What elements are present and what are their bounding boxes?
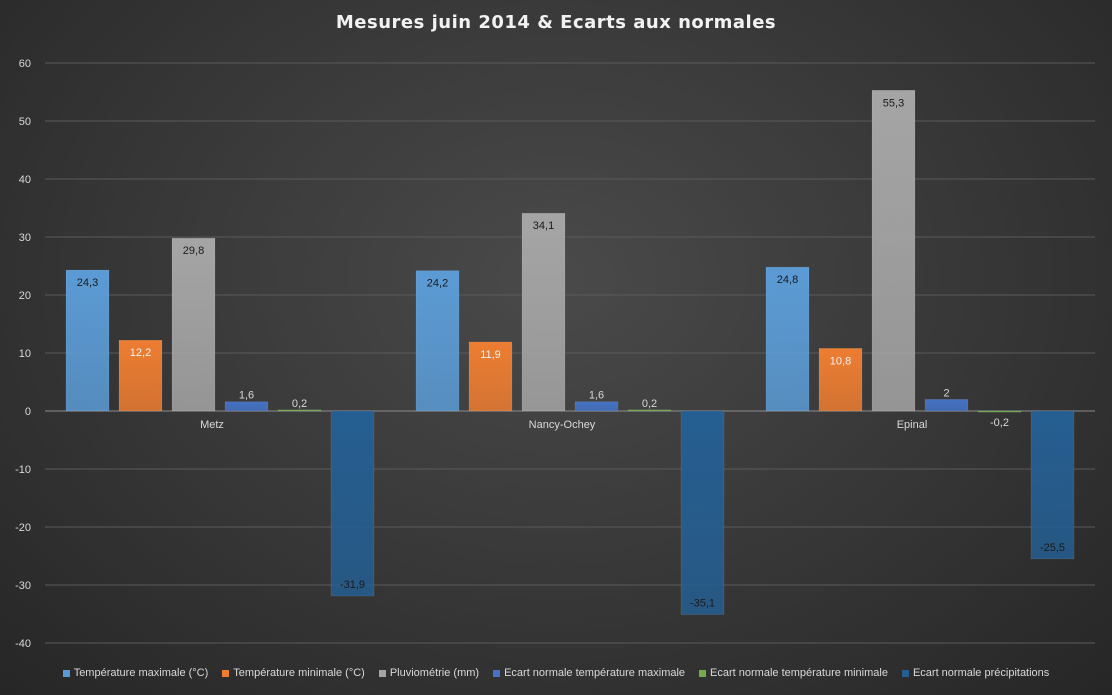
bar-metz-series-2 [171,237,216,412]
data-label: -35,1 [690,598,715,610]
y-tick-label: 20 [19,290,31,302]
data-label: 1,6 [589,390,604,402]
data-label: 12,2 [130,347,151,359]
bar-epinal-series-3 [924,399,969,412]
category-label: Metz [200,419,224,431]
bar-nancy-ochey-series-1 [468,341,513,412]
labels-layer: 24,3 12,2 29,8 1,6 0,2 -31,9 Metz 24,2 11,9 34,1 1… [77,97,1065,609]
legend-item: Pluviométrie (mm) [378,667,480,679]
legend-item: Ecart normale température maximale [493,667,685,679]
data-label: -0,2 [990,417,1009,429]
category-label: Epinal [897,419,928,431]
data-label: -31,9 [340,579,365,591]
bar-metz-series-4 [277,409,322,412]
legend-swatch [62,669,70,677]
bar-epinal-series-2 [871,90,916,412]
bar-epinal-series-0 [765,266,810,412]
legend-swatch [699,669,707,677]
data-label: 34,1 [533,220,554,232]
legend-item: Ecart normale température minimale [699,667,888,679]
legend-label: Température maximale (°C) [73,667,209,679]
y-tick-label: -20 [15,522,31,534]
data-label: 1,6 [239,390,254,402]
data-label: 2 [943,387,949,399]
legend-label: Ecart normale précipitations [912,667,1050,679]
legend: Température maximale (°C) Température min… [0,667,1112,679]
y-tick-label: 0 [25,406,31,418]
chart-title: Mesures juin 2014 & Ecarts aux normales [335,12,777,33]
legend-item: Ecart normale précipitations [901,667,1050,679]
legend-swatch [901,669,909,677]
data-label: 0,2 [642,398,657,410]
data-label: 0,2 [292,398,307,410]
legend-swatch [378,669,386,677]
bar-metz-series-5 [330,410,375,597]
legend-item: Température maximale (°C) [62,667,209,679]
data-label: 24,8 [777,274,798,286]
bar-nancy-ochey-series-5 [680,410,725,615]
data-label: 29,8 [183,245,204,257]
y-tick-label: -40 [15,638,31,650]
legend-swatch [493,669,501,677]
bar-epinal-series-1 [818,348,863,412]
y-tick-label: 60 [19,58,31,70]
bar-metz-series-0 [65,269,110,412]
bars-layer [65,90,1075,615]
data-label: 24,2 [427,278,448,290]
bar-metz-series-1 [118,339,163,412]
y-tick-label: -30 [15,580,31,592]
legend-item: Température minimale (°C) [222,667,365,679]
grid-layer: 60 50 40 30 20 10 0 -10 -20 -30 -40 [15,58,1095,650]
legend-label: Ecart normale température maximale [504,667,686,679]
y-tick-label: -10 [15,464,31,476]
data-label: 24,3 [77,277,98,289]
legend-swatch [222,669,230,677]
legend-label: Pluviométrie (mm) [389,667,480,679]
bar-nancy-ochey-series-0 [415,270,460,412]
y-tick-label: 10 [19,348,31,360]
y-tick-label: 30 [19,232,31,244]
bar-epinal-series-5 [1030,410,1075,560]
data-label: 10,8 [830,355,851,367]
bar-epinal-series-4 [977,410,1022,413]
data-label: 11,9 [480,349,501,361]
data-label: 55,3 [883,97,904,109]
data-label: -25,5 [1040,542,1065,554]
category-label: Nancy-Ochey [529,419,596,431]
bar-nancy-ochey-series-4 [627,409,672,412]
bar-nancy-ochey-series-3 [574,401,619,412]
legend-label: Ecart normale température minimale [710,667,888,679]
bar-nancy-ochey-series-2 [521,212,566,412]
bar-metz-series-3 [224,401,269,412]
legend-label: Température minimale (°C) [233,667,365,679]
y-tick-label: 50 [19,116,31,128]
y-tick-label: 40 [19,174,31,186]
